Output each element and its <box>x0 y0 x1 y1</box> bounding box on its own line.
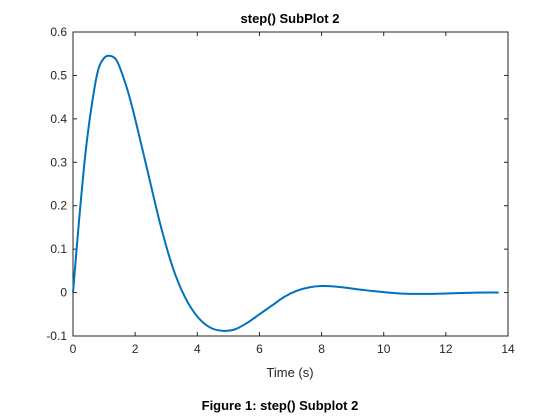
x-tick-label: 8 <box>318 342 325 356</box>
x-tick-label: 10 <box>377 342 391 356</box>
y-tick-label: 0 <box>60 286 67 300</box>
x-tick-label: 0 <box>70 342 77 356</box>
x-tick-label: 2 <box>132 342 139 356</box>
y-tick-label: 0.4 <box>50 112 67 126</box>
chart-title: step() SubPlot 2 <box>241 11 340 26</box>
figure-caption: Figure 1: step() Subplot 2 <box>0 398 560 413</box>
y-tick-label: 0.2 <box>50 199 67 213</box>
y-tick-label: 0.6 <box>50 25 67 39</box>
y-tick-label: -0.1 <box>46 329 67 343</box>
y-tick-label: 0.3 <box>50 155 67 169</box>
x-tick-label: 14 <box>501 342 515 356</box>
x-tick-label: 12 <box>439 342 453 356</box>
x-axis-label: Time (s) <box>266 365 313 380</box>
x-tick-label: 6 <box>256 342 263 356</box>
y-tick-label: 0.1 <box>50 242 67 256</box>
y-tick-label: 0.5 <box>50 68 67 82</box>
plot-area <box>73 32 508 336</box>
x-tick-label: 4 <box>194 342 201 356</box>
